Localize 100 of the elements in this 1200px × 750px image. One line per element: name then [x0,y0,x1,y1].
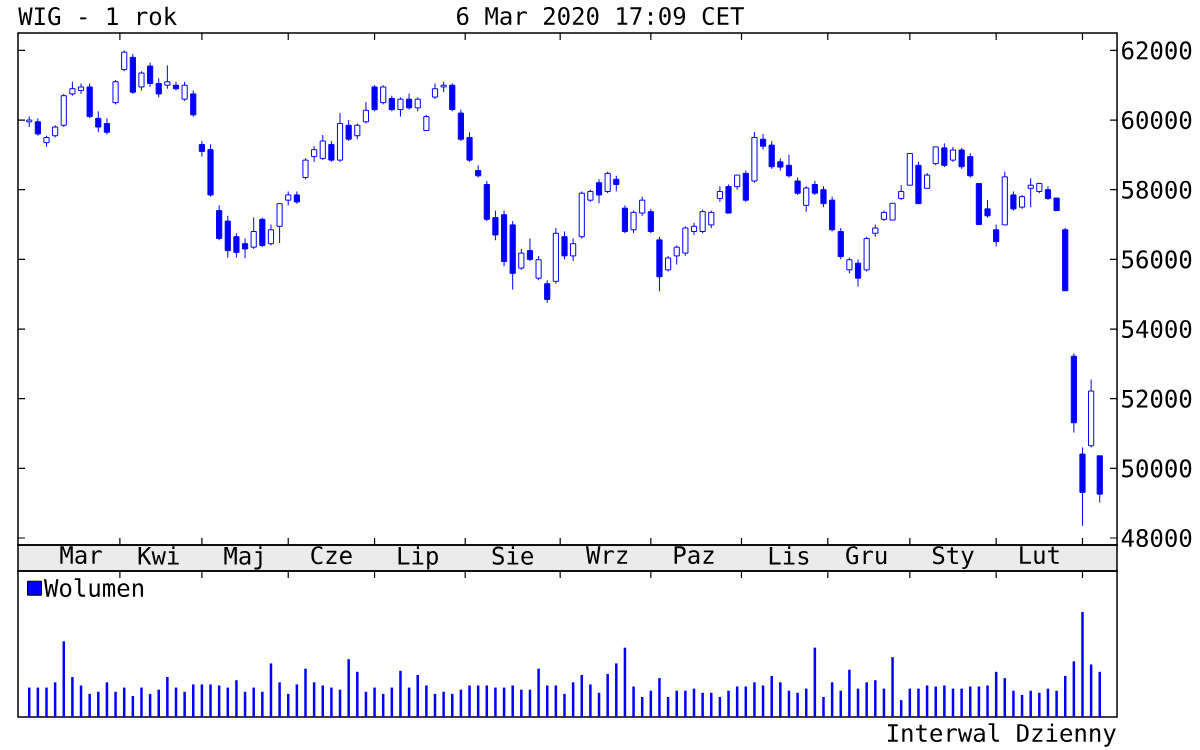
bar [934,686,937,717]
candlestick [241,237,249,259]
bar [278,682,281,717]
candlestick [656,236,663,292]
bar [1012,690,1015,717]
bar [796,692,799,717]
candlestick [509,220,516,291]
legend-label: Wolumen [43,578,143,597]
y-tick-label: 48000 [1121,528,1192,548]
candlestick [785,154,793,179]
candlestick [1018,194,1026,210]
candlestick [475,164,482,179]
candlestick [311,145,318,163]
bar [615,663,618,717]
bar [848,669,851,717]
bar [822,697,825,717]
candlestick [872,224,879,238]
bar [684,690,687,717]
x-tick-label: Sty [932,546,974,569]
bar [891,657,894,717]
bar [45,687,48,717]
bar [917,688,920,717]
bar [209,684,212,717]
y-tick-label: 52000 [1122,389,1192,408]
bar [425,685,428,717]
bar [192,684,195,717]
candlestick [147,62,154,88]
candlestick [949,146,957,163]
candlestick [570,237,577,262]
candlestick [854,258,862,288]
bar [969,686,972,717]
bar [494,687,497,717]
y-tick-label: 50000 [1122,459,1192,478]
candlestick [665,255,672,273]
candlestick [397,96,404,118]
x-tick-label: Paz [674,546,714,565]
candlestick [984,199,991,219]
candlestick [880,210,888,222]
candlestick [52,124,59,138]
candlestick [544,279,551,304]
candlestick [77,82,85,95]
x-tick-label: Wrz [585,546,628,564]
bar [753,682,756,717]
x-tick-label: Lis [769,546,809,565]
bar [537,668,540,717]
candlestick [967,152,974,179]
candlestick [336,112,344,163]
bar [399,670,402,717]
candlestick [1044,185,1052,201]
candlestick [293,190,300,205]
candlestick [846,257,853,274]
bar [442,691,445,717]
bar [183,691,186,717]
bar [511,685,514,717]
bar [71,677,74,717]
bar [157,689,160,717]
bar [252,687,255,717]
bar [416,674,419,717]
bar [779,682,782,717]
candlestick [716,185,723,203]
bar [960,688,963,717]
bar [520,689,523,717]
candlestick [26,116,33,128]
candlestick [759,133,767,151]
bar [874,680,877,717]
candlestick [224,215,231,259]
bar [1029,690,1032,717]
candlestick [500,210,508,267]
bar [865,682,868,717]
bar [114,691,117,717]
candlestick [811,180,818,196]
candlestick [768,140,775,170]
bar [770,676,773,717]
bar [701,692,704,717]
candlestick [552,227,559,285]
y-tick-label: 54000 [1122,319,1192,339]
candlestick [34,117,41,137]
bar [675,690,678,717]
bar [330,687,333,717]
bar [235,680,238,717]
bar [356,671,359,717]
bar [563,693,566,717]
bar [468,685,471,717]
x-tick-label: Sie [492,546,533,565]
bar [943,685,946,717]
bar [97,691,100,717]
y-tick-label: 56000 [1122,250,1192,269]
candlestick [595,178,603,204]
candlestick [267,224,275,246]
bar [589,684,592,717]
candlestick [690,222,698,236]
chart-title: WIG - 1 rok [18,6,177,26]
candlestick [958,147,965,170]
bar [606,673,609,717]
x-tick-label: Cze [311,546,352,565]
bar [1081,611,1084,717]
candlestick [457,109,464,142]
candlestick [829,196,836,233]
candlestick [803,185,810,213]
text: Interwal Dzienny [887,723,1116,747]
